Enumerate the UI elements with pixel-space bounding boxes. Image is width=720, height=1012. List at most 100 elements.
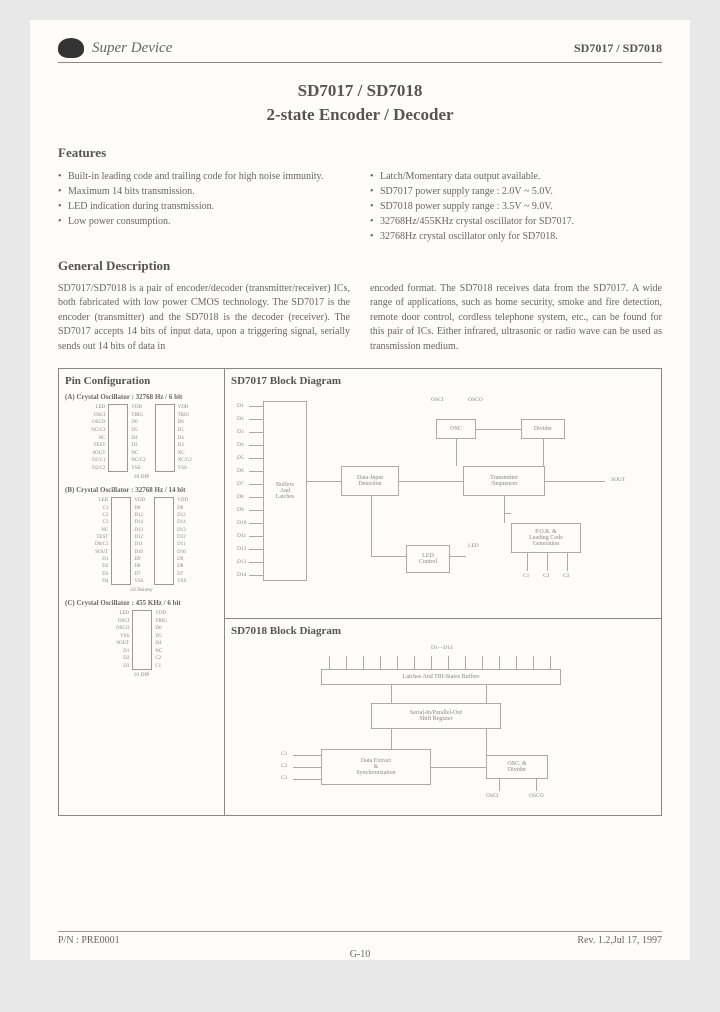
d-label: D8 (237, 494, 244, 500)
logo-icon (58, 38, 84, 58)
d-label: D11 (237, 533, 246, 539)
latches-box: Latches And TRI-States Buffers (321, 669, 561, 685)
d-label: D6 (237, 468, 244, 474)
sd7018-block-diagram: SD7018 Block Diagram D1—D14 Latches And … (225, 619, 661, 815)
connector-line (527, 553, 528, 571)
d-label: D12 (237, 546, 246, 552)
d-range-label: D1—D14 (431, 645, 453, 651)
connector-line (486, 685, 487, 703)
features-col-2: Latch/Momentary data output available. S… (370, 169, 662, 244)
d-label: D14 (237, 572, 246, 578)
feature-item: Latch/Momentary data output available. (370, 169, 662, 184)
connector-line (391, 685, 392, 703)
connector-line (293, 767, 321, 768)
feature-item: Low power consumption. (58, 214, 350, 229)
por-box: P.O.R. & Leading Code Generation (511, 523, 581, 553)
data-extract-box: Data Extract & Synchronization (321, 749, 431, 785)
d-label: D13 (237, 559, 246, 565)
osci-label: OSCI (431, 397, 444, 403)
chip-pins-right: VDDD8D12D14D13D12D11D10D9D8D7VSS (134, 497, 145, 585)
connector-line (307, 481, 341, 482)
connector-line (450, 556, 466, 557)
company-name: Super Device (92, 40, 172, 57)
chip-pins-right: VDDD8D12D14D13D12D11D10D9D8D7VSS (177, 497, 188, 585)
bd7018-title: SD7018 Block Diagram (231, 625, 655, 637)
logo-area: Super Device (58, 38, 172, 58)
connector-line (391, 729, 392, 749)
description-heading: General Description (58, 258, 662, 274)
buffers-box: Buffers And Latches (263, 401, 307, 581)
pn-label: P/N : PRE0001 (58, 935, 120, 946)
d-label: D5 (237, 455, 244, 461)
title-line-1: SD7017 / SD7018 (58, 79, 662, 103)
shift-register-box: Serial-In/Parallel-Out Shift Register (371, 703, 501, 729)
title-line-2: 2-state Encoder / Decoder (58, 103, 662, 127)
header-part-numbers: SD7017 / SD7018 (574, 41, 662, 56)
chip-body (155, 404, 175, 472)
pin-chip-b: LEDC1C2C3NCTESTD6/C3SOUTD1D2D3D4 VDDD8D1… (65, 497, 218, 585)
d-label: D1 (237, 403, 244, 409)
pin-config-title: Pin Configuration (65, 375, 218, 387)
feature-item: 32768Hz/455KHz crystal oscillator for SD… (370, 214, 662, 229)
bd7018-canvas: D1—D14 Latches And TRI-States Buffers Se… (231, 643, 655, 811)
connector-line (543, 439, 544, 466)
chip-body (111, 497, 131, 585)
chip-pins-right: VDDTRIGD6D5D4NCC2C1 (155, 610, 167, 670)
transmitter-box: Transmitter /Sequencer (463, 466, 545, 496)
data-input-box: Data-Input Detection (341, 466, 399, 496)
feature-item: Built-in leading code and trailing code … (58, 169, 350, 184)
dip-label: 16 DIP (65, 672, 218, 678)
feature-item: SD7018 power supply range : 3.5V ~ 9.0V. (370, 199, 662, 214)
chip-pins-left: LEDOSCIOSCOVSSSOUTD1D2D3 (116, 610, 129, 670)
chip-body (132, 610, 152, 670)
rev-label: Rev. 1.2,Jul 17, 1997 (577, 935, 662, 946)
features-col-1: Built-in leading code and trailing code … (58, 169, 350, 244)
led-control-box: LED Control (406, 545, 450, 573)
connector-line (371, 496, 372, 556)
chip-pins-right: VDDTRIGD6D5D4D3NCNC/C2VSS (178, 404, 192, 472)
feature-item: 32768Hz crystal oscillator only for SD70… (370, 229, 662, 244)
connector-line (431, 767, 486, 768)
pin-sub-b: (B) Crystal Oscillator : 32768 Hz / 14 b… (65, 486, 218, 494)
block-diagram-panel: SD7017 Block Diagram Buffers And Latches… (225, 369, 661, 815)
connector-line (567, 553, 568, 571)
connector-line (486, 729, 487, 755)
feature-item: Maximum 14 bits transmission. (58, 184, 350, 199)
bd7017-title: SD7017 Block Diagram (231, 375, 655, 387)
c2-label: C2 (543, 573, 549, 579)
osci-label: OSCI (486, 793, 499, 799)
diagram-container: Pin Configuration (A) Crystal Oscillator… (58, 368, 662, 816)
connector-line (399, 481, 463, 482)
d-label: D4 (237, 442, 244, 448)
features-columns: Built-in leading code and trailing code … (58, 169, 662, 244)
connector-line (547, 553, 548, 571)
connector-line (476, 429, 521, 430)
d-label: D10 (237, 520, 246, 526)
pin-configuration-panel: Pin Configuration (A) Crystal Oscillator… (59, 369, 225, 815)
osc-divider-box: OSC. & Divider (486, 755, 548, 779)
connector-line (499, 779, 500, 791)
c3-label: C3 (563, 573, 569, 579)
divider-box: Divider (521, 419, 565, 439)
sout-label: SOUT (611, 477, 625, 483)
page: Super Device SD7017 / SD7018 SD7017 / SD… (30, 20, 690, 960)
description-col-1: SD7017/SD7018 is a pair of encoder/decod… (58, 282, 350, 355)
d-label: D9 (237, 507, 244, 513)
connector-line (536, 779, 537, 791)
page-number: G-10 (350, 949, 371, 960)
connector-line (545, 481, 605, 482)
dip-label: 18 DIP (65, 474, 218, 480)
osco-label: OSCO (468, 397, 483, 403)
c3-label: C3 (281, 775, 287, 781)
connector-line (371, 556, 406, 557)
features-heading: Features (58, 145, 662, 161)
pin-sub-c: (C) Crystal Oscillator : 455 KHz / 6 bit (65, 599, 218, 607)
chip-body (154, 497, 174, 585)
connector-line (504, 513, 511, 514)
connector-line (456, 439, 457, 466)
d-label: D2 (237, 416, 244, 422)
bd7017-canvas: Buffers And Latches Data-Input Detection… (231, 393, 655, 614)
description-col-2: encoded format. The SD7018 receives data… (370, 282, 662, 355)
description-columns: SD7017/SD7018 is a pair of encoder/decod… (58, 282, 662, 355)
title-block: SD7017 / SD7018 2-state Encoder / Decode… (58, 79, 662, 127)
